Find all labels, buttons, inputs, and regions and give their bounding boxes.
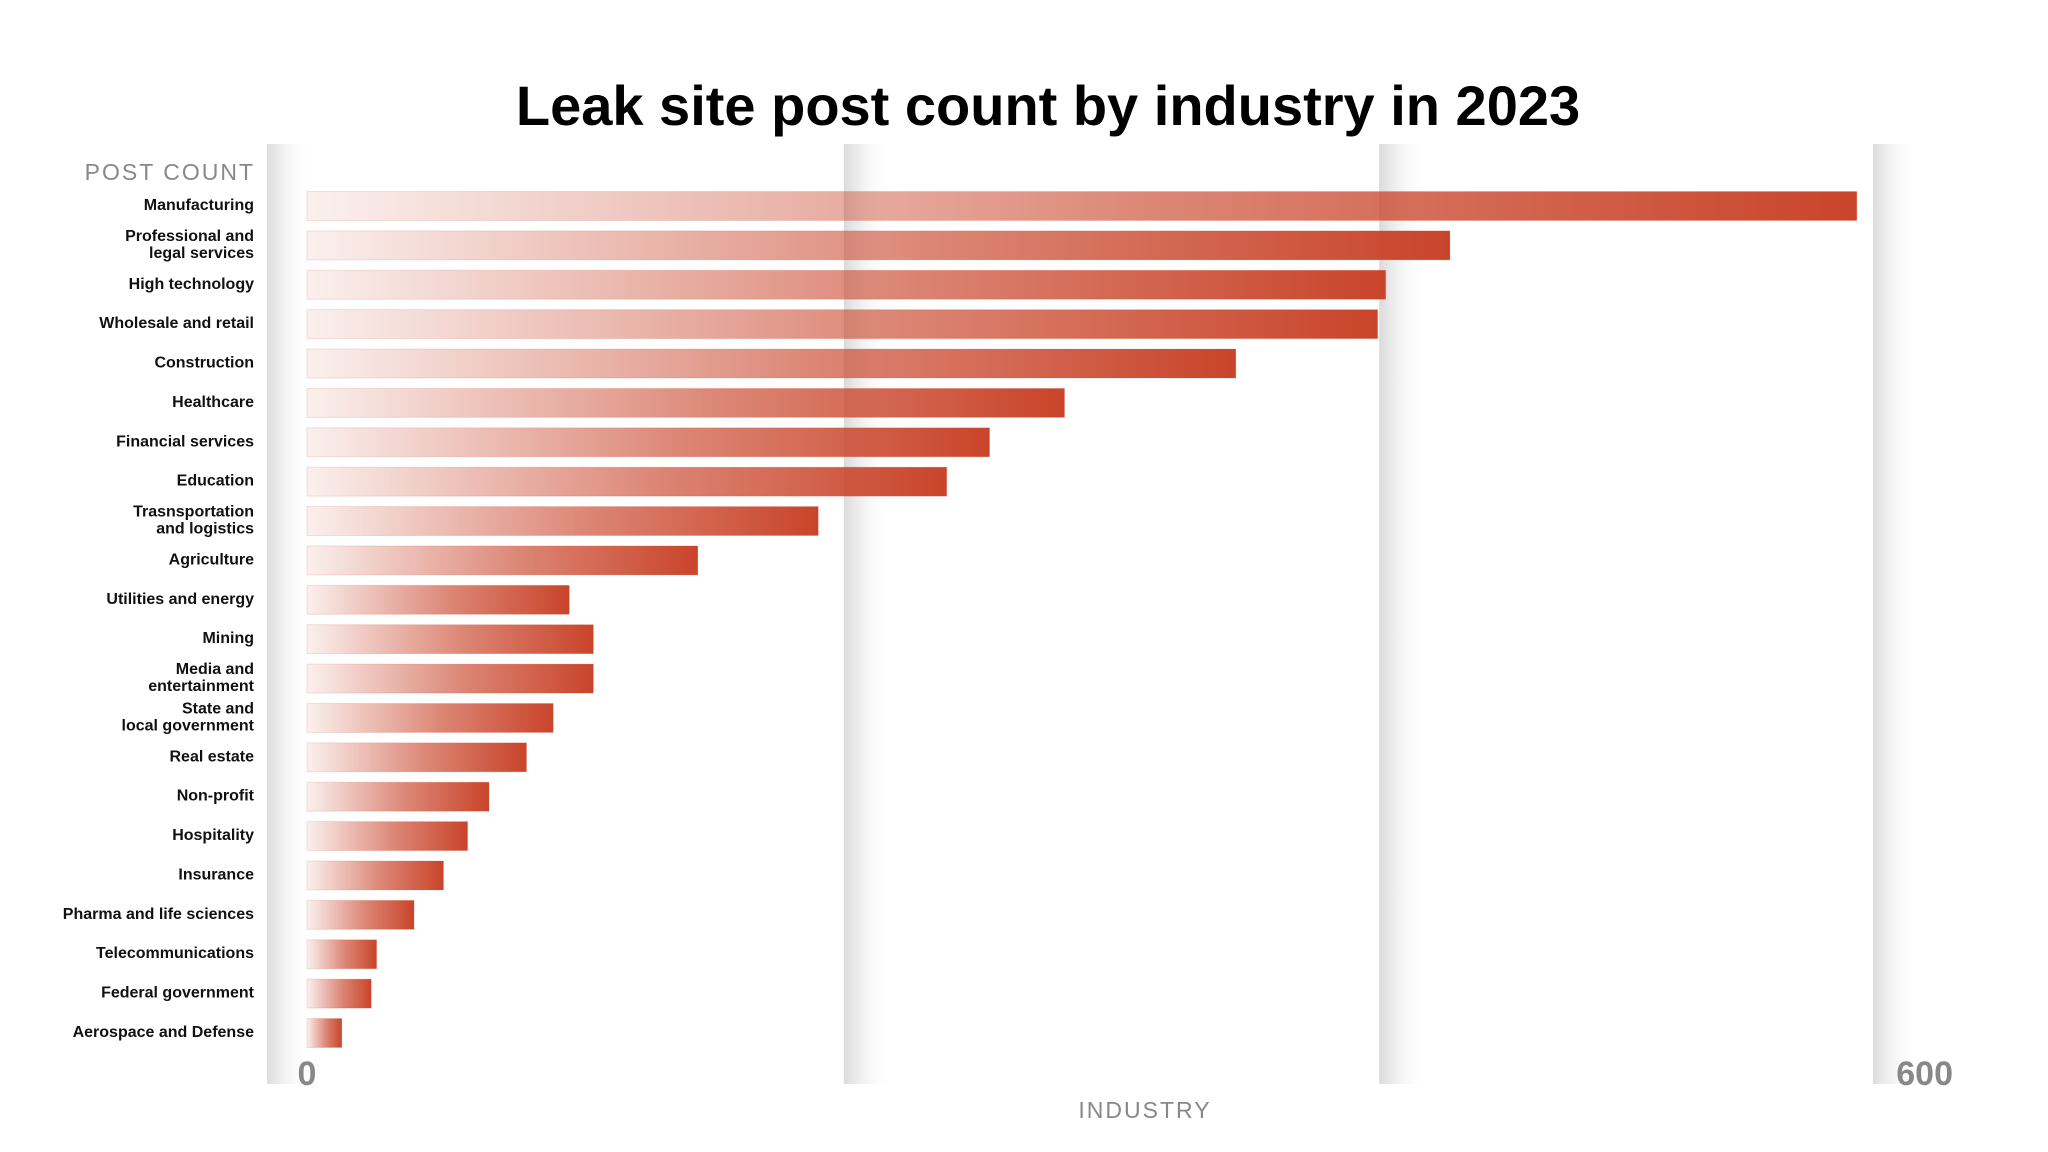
chart-title: Leak site post count by industry in 2023 bbox=[516, 74, 1580, 137]
bar bbox=[306, 899, 415, 930]
x-axis-label: INDUSTRY bbox=[1078, 1097, 1211, 1123]
bar bbox=[306, 584, 570, 615]
y-tick-label: Aerospace and Defense bbox=[73, 1024, 255, 1041]
bar bbox=[306, 427, 991, 458]
bar bbox=[306, 978, 372, 1009]
bar bbox=[306, 742, 527, 773]
y-tick-label: Agriculture bbox=[169, 552, 254, 569]
grid-panel bbox=[1377, 144, 1428, 1084]
bar bbox=[306, 269, 1387, 300]
y-tick-label: Media and entertainment bbox=[148, 661, 254, 695]
bar bbox=[306, 348, 1237, 379]
bar bbox=[306, 624, 594, 655]
y-tick-label: Pharma and life sciences bbox=[63, 906, 254, 923]
bar bbox=[306, 387, 1065, 418]
y-tick-label: Wholesale and retail bbox=[99, 315, 254, 332]
y-tick-label: Manufacturing bbox=[144, 197, 254, 214]
bar bbox=[306, 506, 819, 537]
y-tick-label: Mining bbox=[202, 630, 254, 647]
x-tick-label: 600 bbox=[1896, 1055, 1953, 1093]
y-tick-label: High technology bbox=[129, 276, 254, 293]
y-tick-label: Education bbox=[177, 473, 254, 490]
y-tick-label: Construction bbox=[154, 355, 254, 372]
y-tick-label: Hospitality bbox=[172, 827, 254, 844]
bar bbox=[306, 781, 490, 812]
bar bbox=[306, 1018, 343, 1048]
y-axis-label: POST COUNT bbox=[85, 159, 255, 185]
x-tick-label: 0 bbox=[298, 1055, 317, 1093]
bar bbox=[306, 702, 554, 733]
bar bbox=[306, 663, 594, 694]
bar bbox=[306, 545, 699, 576]
y-tick-label: Utilities and energy bbox=[106, 591, 254, 608]
y-tick-label: Federal government bbox=[101, 985, 255, 1002]
y-tick-label: Real estate bbox=[170, 749, 255, 766]
y-tick-label: Financial services bbox=[116, 434, 254, 451]
y-tick-label: Non-profit bbox=[177, 788, 255, 805]
y-tick-label: Trasnsportation and logistics bbox=[133, 504, 254, 538]
grid-panel bbox=[842, 144, 893, 1084]
bar bbox=[306, 309, 1379, 340]
y-tick-label: Professional and legal services bbox=[125, 228, 254, 262]
y-tick-label: Insurance bbox=[178, 867, 254, 884]
bar bbox=[306, 230, 1451, 261]
bar bbox=[306, 939, 378, 970]
bar bbox=[306, 466, 948, 497]
grid-line bbox=[1873, 144, 1918, 1084]
bar bbox=[306, 821, 469, 852]
bar bbox=[306, 860, 445, 891]
y-tick-label: State and local government bbox=[122, 701, 255, 735]
y-tick-label: Telecommunications bbox=[96, 945, 254, 962]
grid-line bbox=[267, 144, 312, 1084]
y-tick-label: Healthcare bbox=[172, 394, 254, 411]
bar bbox=[306, 191, 1858, 221]
